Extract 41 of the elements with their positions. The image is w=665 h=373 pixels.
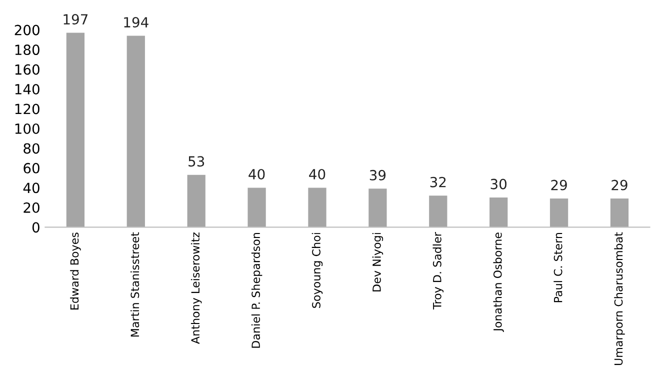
bar [187, 174, 206, 228]
y-tick-label: 140 [15, 84, 40, 95]
data-label: 29 [551, 180, 567, 190]
x-tick-label: Paul C. Stern [554, 232, 562, 302]
data-label: 32 [430, 176, 446, 188]
x-tick-label: Jonathan Osborne [493, 232, 504, 332]
y-tick-label: 180 [15, 44, 40, 56]
bar [126, 36, 145, 228]
y-tick-label: 0 [32, 222, 40, 233]
x-tick-label: Soyoung Choi [312, 233, 323, 308]
data-label: 53 [188, 156, 204, 167]
y-tick-label: 40 [23, 182, 40, 194]
bar [550, 198, 568, 228]
data-label: 39 [370, 170, 386, 180]
bar [368, 188, 387, 228]
y-tick-label: 100 [15, 123, 40, 134]
y-tick-label: 120 [15, 104, 40, 114]
bar [490, 198, 508, 228]
data-label: 194 [124, 17, 148, 28]
data-label: 30 [490, 178, 506, 190]
x-tick-label: Edward Boyes [70, 232, 81, 310]
y-tick-label: 200 [14, 24, 40, 36]
data-label: 197 [64, 14, 88, 25]
y-tick-label: 20 [24, 202, 40, 213]
x-tick-label: Anthony Leiserowitz [190, 232, 202, 344]
data-label: 40 [309, 168, 326, 180]
data-label: 40 [248, 168, 265, 180]
bar [66, 32, 85, 228]
data-label: 29 [612, 180, 628, 190]
x-tick-label: Daniel P. Shepardson [251, 232, 262, 348]
bar [308, 188, 326, 228]
x-tick-label: Umarporn Charusombat [614, 232, 625, 366]
bar [610, 198, 629, 228]
x-tick-label: Martin Stanisstreet [130, 232, 140, 337]
bar [429, 196, 448, 228]
x-tick-label: Dev Niyogi [372, 233, 384, 292]
x-tick-label: Troy D. Sadler [432, 232, 444, 310]
bar [248, 188, 266, 228]
y-tick-label: 60 [24, 162, 40, 174]
y-tick-label: 80 [24, 143, 40, 154]
y-tick-label: 160 [15, 64, 40, 75]
